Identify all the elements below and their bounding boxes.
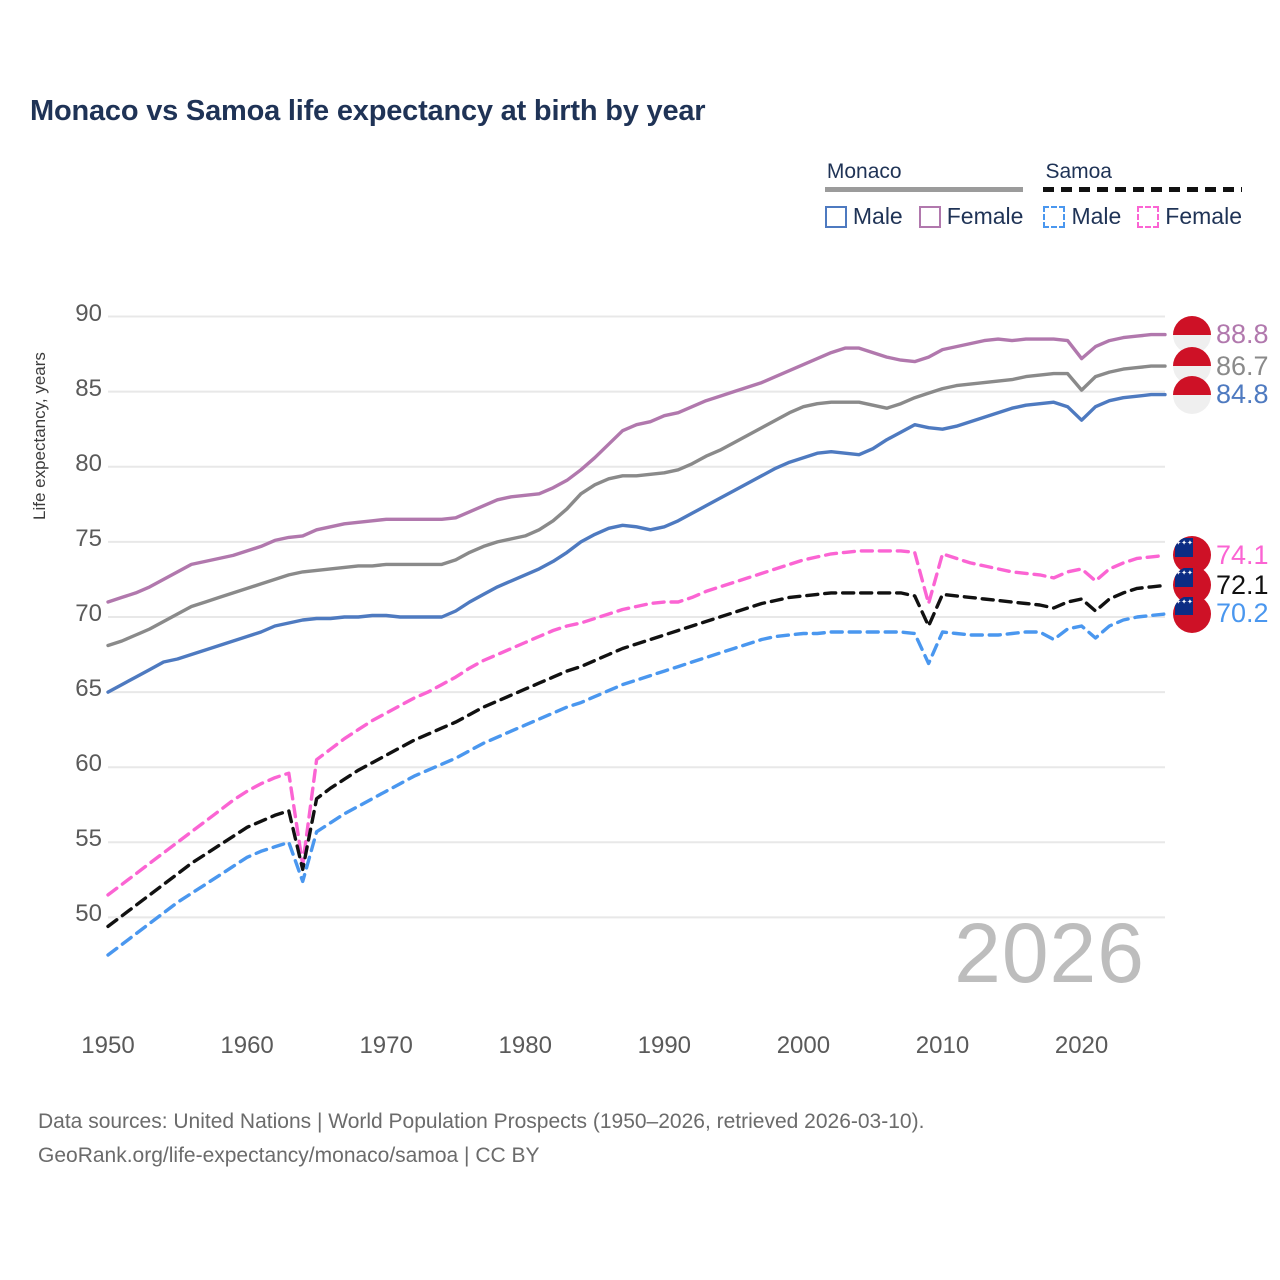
y-tick-label: 55 (75, 825, 102, 853)
square-dashed-blue-icon (1043, 205, 1066, 228)
legend-label-monaco-female: Female (946, 203, 1024, 229)
x-tick-label: 1950 (81, 1032, 135, 1059)
end-label-monaco-male: 84.8 (1173, 375, 1269, 414)
series-line-samoa-total (106, 583, 1167, 929)
monaco-flag-icon (1173, 375, 1211, 414)
series-line-monaco-female (106, 332, 1167, 604)
legend-items-samoa: Male Female (1043, 203, 1242, 230)
legend-item-monaco-female[interactable]: Female (918, 203, 1024, 230)
legend-groups: Monaco Male Female Samoa Male (824, 160, 1242, 230)
square-solid-blue-icon (824, 205, 847, 228)
legend-items-monaco: Male Female (824, 203, 1024, 230)
legend-label-samoa-female: Female (1165, 203, 1242, 229)
legend-group-samoa: Samoa Male Female (1043, 160, 1242, 230)
square-dashed-pink-icon (1137, 205, 1160, 228)
legend-rule-dashed (1043, 187, 1242, 192)
end-value-text: 86.7 (1216, 350, 1269, 381)
x-tick-label: 2010 (915, 1032, 970, 1059)
series-line-monaco-total (106, 364, 1167, 648)
page-title: Monaco vs Samoa life expectancy at birth… (30, 95, 706, 127)
samoa-stars-icon: ✦✦✦ (1175, 540, 1193, 548)
legend-label-monaco-male: Male (852, 203, 903, 229)
year-watermark: 2026 (954, 906, 1145, 1000)
x-tick-label: 1970 (359, 1032, 413, 1059)
legend-item-monaco-male[interactable]: Male (824, 203, 903, 230)
x-tick-label: 1990 (637, 1032, 692, 1059)
samoa-flag-icon: ✦✦✦ (1173, 594, 1211, 633)
y-axis-ticks: 50 55 60 65 70 75 80 85 90 (48, 0, 102, 1280)
chart-legend: Monaco Male Female Samoa Male (824, 160, 1242, 230)
y-tick-label: 70 (75, 599, 102, 627)
legend-label-samoa-male: Male (1071, 203, 1122, 229)
legend-item-samoa-female[interactable]: Female (1137, 203, 1242, 230)
end-value-text: 88.8 (1216, 319, 1269, 350)
y-tick-label: 85 (75, 374, 102, 402)
legend-rule-solid (824, 187, 1024, 192)
y-tick-label: 75 (75, 524, 102, 552)
legend-group-title-samoa: Samoa (1045, 160, 1112, 183)
end-value-text: 84.8 (1216, 379, 1269, 410)
footer-line-1: Data sources: United Nations | World Pop… (38, 1110, 925, 1133)
square-solid-purple-icon (918, 205, 941, 228)
end-value-text: 74.1 (1216, 539, 1269, 570)
y-tick-label: 60 (75, 750, 102, 778)
x-tick-label: 1960 (220, 1032, 274, 1059)
legend-item-samoa-male[interactable]: Male (1043, 203, 1121, 230)
series-line-samoa-male (106, 612, 1167, 957)
x-tick-label: 2000 (776, 1032, 831, 1059)
end-value-text: 72.1 (1216, 569, 1269, 600)
end-label-samoa-female: ✦✦✦ 74.1 (1173, 536, 1269, 575)
legend-group-monaco: Monaco Male Female (824, 160, 1024, 230)
series-line-samoa-female (106, 549, 1167, 897)
samoa-stars-icon: ✦✦✦ (1175, 598, 1193, 606)
legend-group-title-monaco: Monaco (826, 160, 902, 183)
footer-credits: Data sources: United Nations | World Pop… (38, 1105, 924, 1172)
end-value-text: 70.2 (1216, 598, 1269, 629)
x-tick-label: 1980 (498, 1032, 552, 1059)
y-tick-label: 65 (75, 675, 102, 703)
series-line-monaco-male (106, 392, 1167, 694)
y-tick-label: 80 (75, 449, 102, 477)
end-label-samoa-male: ✦✦✦ 70.2 (1173, 594, 1269, 633)
y-tick-label: 90 (75, 299, 102, 327)
samoa-stars-icon: ✦✦✦ (1175, 570, 1193, 578)
y-tick-label: 50 (75, 900, 102, 928)
footer-line-2: GeoRank.org/life-expectancy/monaco/samoa… (38, 1143, 540, 1167)
x-tick-label: 2020 (1054, 1032, 1109, 1059)
